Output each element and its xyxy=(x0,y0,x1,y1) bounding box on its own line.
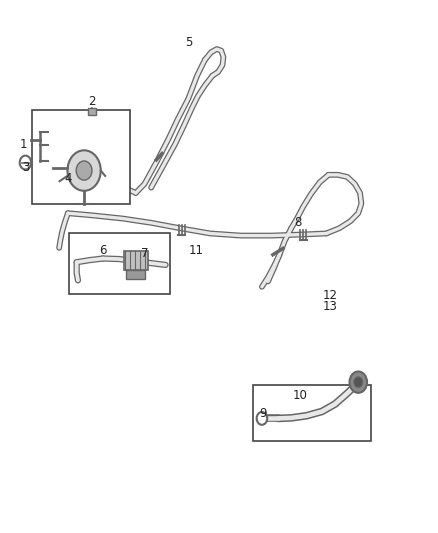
Circle shape xyxy=(354,377,363,387)
Text: 1: 1 xyxy=(19,139,27,151)
Text: 10: 10 xyxy=(293,389,307,402)
Text: 5: 5 xyxy=(185,36,192,49)
Bar xyxy=(69,233,170,294)
Text: 7: 7 xyxy=(141,247,148,260)
Circle shape xyxy=(67,150,101,191)
Circle shape xyxy=(20,156,31,169)
Text: 12: 12 xyxy=(322,289,337,302)
Bar xyxy=(126,270,145,279)
Bar xyxy=(32,110,130,204)
Text: 2: 2 xyxy=(88,95,96,108)
Text: 6: 6 xyxy=(99,244,107,257)
Bar xyxy=(253,385,371,441)
Circle shape xyxy=(350,372,367,393)
Circle shape xyxy=(257,412,267,425)
Text: 11: 11 xyxy=(189,244,204,257)
Text: 4: 4 xyxy=(64,172,72,185)
Bar xyxy=(88,108,96,115)
Circle shape xyxy=(76,161,92,180)
Text: 3: 3 xyxy=(22,161,29,174)
Bar xyxy=(124,251,148,270)
Text: 8: 8 xyxy=(294,216,301,229)
Text: 9: 9 xyxy=(259,407,267,419)
Text: 13: 13 xyxy=(322,300,337,313)
